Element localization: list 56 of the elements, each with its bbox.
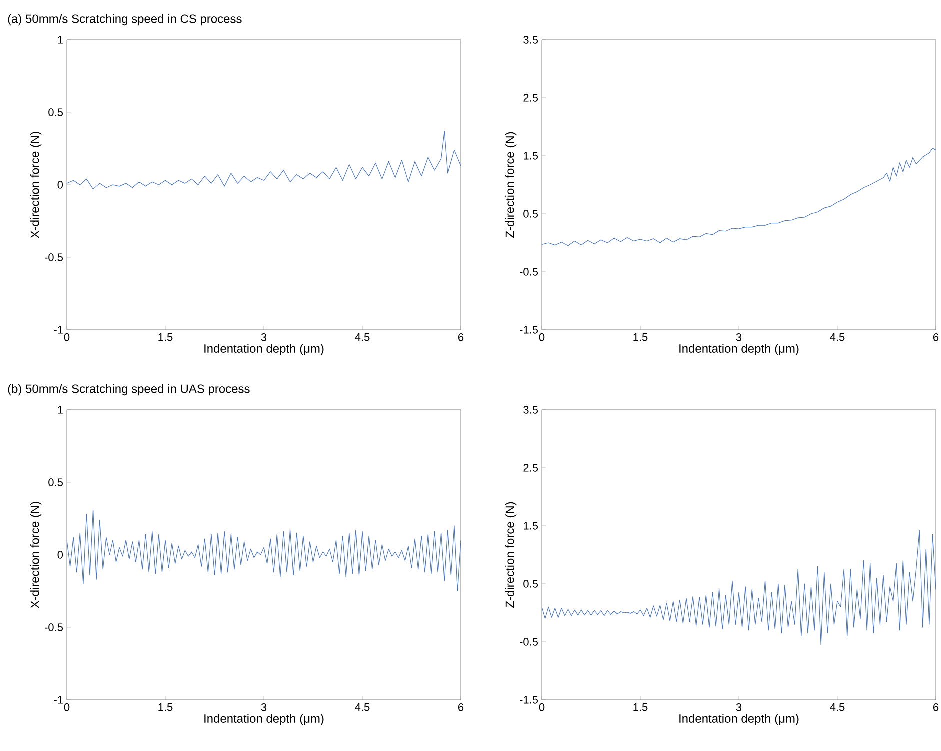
y-tick-label: -0.5	[520, 638, 538, 646]
x-tick-label: 4.5	[830, 334, 845, 342]
y-tick-label: -1.5	[520, 326, 538, 334]
x-tick-label: 1.5	[158, 334, 173, 342]
x-tick-label: 6	[458, 704, 464, 712]
y-tick-label: -1.5	[520, 696, 538, 704]
y-tick-label: -1	[54, 696, 63, 704]
line-series	[542, 530, 936, 646]
x-tick-label: 3	[736, 334, 742, 342]
y-tick-label: 2.5	[524, 94, 538, 102]
y-tick-label: 0.5	[524, 210, 538, 218]
y-tick-label: 3.5	[524, 36, 538, 44]
x-axis-title: Indentation depth (μm)	[204, 344, 324, 356]
y-tick-label: 1.5	[524, 152, 538, 160]
y-axis-title: Z-direction force (N)	[505, 132, 517, 238]
line-series	[542, 148, 936, 246]
y-tick-label: -0.5	[45, 624, 64, 632]
y-tick-label: 0.5	[48, 478, 64, 486]
x-axis-title: Indentation depth (μm)	[680, 344, 799, 356]
x-axis-title: Indentation depth (μm)	[680, 714, 799, 726]
x-tick-label: 0	[539, 704, 545, 712]
x-tick-label: 1.5	[634, 704, 648, 712]
y-tick-label: 0	[58, 551, 64, 559]
x-axis-title: Indentation depth (μm)	[204, 714, 324, 726]
y-tick-label: 2.5	[524, 464, 538, 472]
y-tick-label: 3.5	[524, 406, 538, 414]
y-tick-label: 0	[58, 181, 64, 189]
y-tick-label: 1	[58, 36, 63, 44]
y-tick-label: -0.5	[45, 254, 64, 262]
y-tick-label: -1	[54, 326, 63, 334]
x-tick-label: 4.5	[830, 704, 845, 712]
x-tick-label: 0	[64, 334, 70, 342]
y-axis-title: X-direction force (N)	[30, 502, 42, 608]
x-tick-label: 3	[261, 334, 267, 342]
x-tick-label: 4.5	[355, 704, 370, 712]
line-series	[67, 510, 462, 592]
chart-title: (b) 50mm/s Scratching speed in UAS process	[8, 384, 250, 396]
x-tick-label: 1.5	[634, 334, 648, 342]
y-tick-label: 1	[58, 406, 63, 414]
x-tick-label: 6	[458, 334, 464, 342]
y-tick-label: -0.5	[520, 268, 538, 276]
x-tick-label: 6	[934, 334, 939, 342]
line-series	[67, 131, 462, 190]
y-axis-title: Z-direction force (N)	[505, 502, 517, 608]
x-tick-label: 4.5	[355, 334, 370, 342]
x-tick-label: 1.5	[158, 704, 173, 712]
x-tick-label: 6	[934, 704, 939, 712]
chart-title: (a) 50mm/s Scratching speed in CS process	[8, 14, 242, 26]
x-tick-label: 0	[539, 334, 545, 342]
x-tick-label: 3	[736, 704, 742, 712]
x-tick-label: 3	[261, 704, 267, 712]
y-tick-label: 0.5	[48, 108, 64, 116]
y-axis-title: X-direction force (N)	[30, 132, 42, 238]
y-tick-label: 1.5	[524, 522, 538, 530]
y-tick-label: 0.5	[524, 580, 538, 588]
x-tick-label: 0	[64, 704, 70, 712]
